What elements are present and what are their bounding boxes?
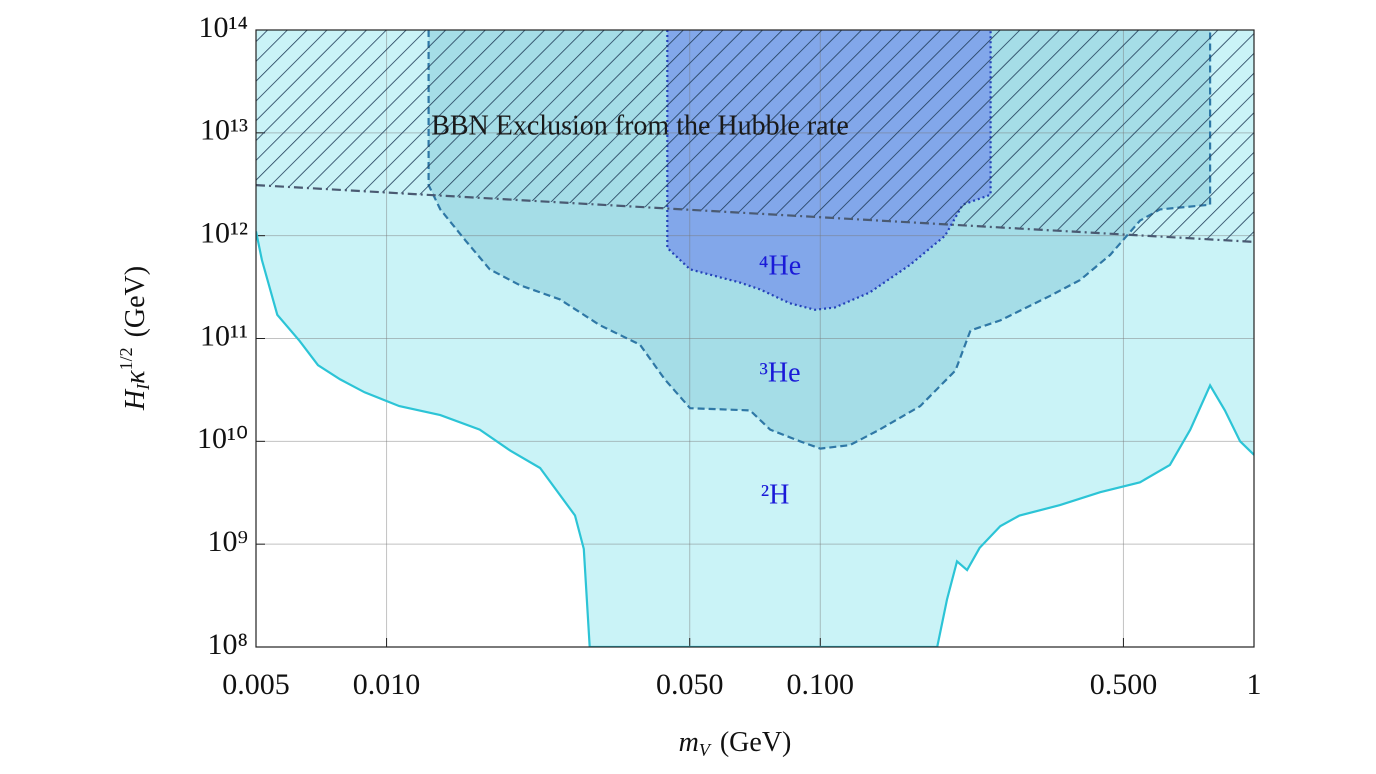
region-label: ³He — [759, 357, 800, 388]
x-tick-label: 0.500 — [1090, 668, 1158, 701]
x-title-unit: (GeV) — [720, 727, 792, 758]
y-tick-label: 10¹³ — [200, 114, 248, 147]
y-tick-label: 10¹⁰ — [197, 422, 248, 455]
y-tick-label: 10⁹ — [208, 525, 248, 558]
y-title-sup: 1/2 — [116, 347, 136, 370]
plot-frame — [255, 29, 1255, 648]
x-tick-label: 0.005 — [222, 668, 290, 701]
region-label: ²H — [761, 479, 790, 510]
x-tick-label: 0.100 — [787, 668, 855, 701]
region-label: BBN Exclusion from the Hubble rate — [431, 110, 849, 141]
x-axis-title: mV (GeV) — [679, 727, 792, 760]
y-tick-label: 10⁸ — [208, 628, 248, 661]
x-tick-label: 1 — [1247, 668, 1262, 701]
region-boundary — [666, 30, 992, 311]
region-boundary — [256, 231, 1254, 647]
y-title-sub: I — [133, 383, 153, 391]
boundaries — [256, 30, 1254, 647]
y-title-symbol: H — [120, 388, 151, 411]
y-tick-label: 10¹² — [200, 217, 248, 250]
labels: ²H ³He ⁴He BBN Exclusion from the Hubble ra… — [197, 11, 1262, 701]
x-tick-label: 0.050 — [656, 668, 724, 701]
hatch-region — [256, 30, 1254, 242]
x-title-sub: V — [699, 740, 712, 760]
region-boundary — [427, 30, 1212, 450]
y-tick-label: 10¹⁴ — [199, 11, 248, 44]
y-title-symbol2: κ — [120, 370, 151, 384]
x-tick-label: 0.010 — [353, 668, 421, 701]
y-title-unit: (GeV) — [120, 266, 151, 338]
y-tick-label: 10¹¹ — [200, 319, 248, 352]
y-axis-title: HIκ1/2 (GeV) — [116, 266, 153, 411]
region-label: ⁴He — [759, 250, 801, 281]
region-boundary — [256, 184, 1254, 243]
x-title-symbol: m — [679, 727, 699, 758]
